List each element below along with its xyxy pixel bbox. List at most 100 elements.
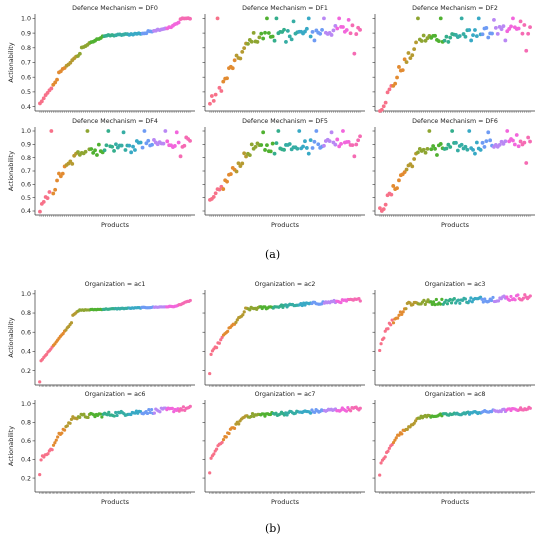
y-tick-label: 0.2	[21, 475, 31, 482]
data-point	[419, 39, 424, 43]
data-point	[327, 139, 332, 144]
data-point	[209, 94, 214, 98]
data-point	[421, 33, 426, 38]
data-point	[389, 192, 394, 197]
data-point	[513, 298, 517, 302]
data-point	[459, 16, 464, 21]
data-point	[150, 407, 154, 412]
data-point	[41, 96, 46, 101]
data-point	[344, 409, 349, 413]
data-point	[400, 68, 405, 73]
data-point	[104, 143, 109, 148]
data-point	[526, 31, 531, 36]
data-point	[490, 31, 494, 36]
data-point	[58, 174, 63, 179]
data-point	[484, 139, 489, 144]
data-point	[249, 414, 253, 419]
data-point	[106, 129, 111, 133]
data-point	[455, 148, 460, 153]
data-point	[178, 154, 183, 159]
data-point	[474, 140, 479, 145]
data-point	[82, 412, 86, 416]
data-point	[131, 144, 135, 149]
data-point	[397, 313, 401, 317]
data-point	[341, 129, 345, 133]
data-point	[39, 99, 44, 104]
chart-panel-6: Defence Mechanism = DF6 Products	[372, 118, 535, 229]
data-point	[114, 142, 118, 147]
data-point	[51, 191, 56, 196]
data-point	[378, 473, 382, 477]
data-point	[96, 142, 101, 147]
data-point	[47, 190, 52, 194]
data-point	[490, 298, 494, 303]
y-tick-label: 0.9	[21, 30, 31, 37]
data-point	[358, 406, 362, 410]
chart-panel-2: Defence Mechanism = DF1	[202, 5, 365, 113]
data-point	[470, 300, 474, 304]
chart-panel-9: Organization = ac3	[372, 281, 535, 387]
chart-title: Defence Mechanism = DF0	[72, 5, 158, 12]
data-point	[518, 139, 523, 144]
data-point	[522, 140, 527, 145]
data-point	[350, 23, 355, 28]
data-point	[285, 28, 290, 33]
data-point	[391, 321, 396, 325]
data-point	[352, 51, 357, 56]
data-point	[255, 40, 260, 44]
data-point	[391, 184, 396, 188]
data-point	[85, 129, 90, 133]
data-point	[270, 141, 275, 146]
data-point	[516, 144, 521, 149]
y-tick-label: 1.0	[21, 291, 31, 298]
data-point	[217, 187, 222, 192]
chart-title: Organization = ac6	[85, 391, 146, 398]
data-point	[77, 51, 82, 56]
data-point	[474, 34, 479, 39]
data-point	[112, 148, 116, 153]
data-point	[381, 104, 386, 109]
data-point	[492, 17, 496, 22]
chart-title: Defence Mechanism = DF2	[412, 5, 498, 12]
data-point	[163, 129, 168, 133]
data-point	[180, 408, 184, 412]
data-point	[408, 56, 413, 61]
data-point	[387, 446, 391, 450]
data-point	[333, 23, 338, 28]
data-point	[188, 16, 192, 21]
data-point	[51, 443, 56, 447]
chart-panel-5: Defence Mechanism = DF5 Products	[202, 118, 365, 229]
data-point	[140, 145, 145, 150]
data-point	[221, 438, 226, 442]
data-point	[322, 143, 326, 148]
data-point	[49, 129, 54, 133]
data-point	[39, 458, 43, 462]
data-point	[289, 37, 294, 42]
data-point	[400, 432, 404, 436]
data-point	[405, 427, 409, 431]
data-point	[241, 313, 245, 317]
data-point	[133, 148, 137, 152]
data-point	[516, 26, 521, 31]
data-point	[213, 191, 218, 196]
data-point	[452, 296, 456, 301]
data-point	[158, 410, 162, 414]
y-tick-label: 0.6	[21, 74, 31, 81]
data-point	[433, 303, 437, 307]
data-point	[346, 139, 351, 144]
data-point	[306, 16, 311, 21]
data-point	[431, 144, 436, 148]
data-point	[145, 411, 150, 416]
data-point	[402, 57, 407, 62]
data-point	[397, 65, 401, 69]
data-point	[41, 199, 46, 204]
data-point	[509, 24, 513, 29]
data-point	[263, 30, 267, 35]
data-point	[240, 161, 245, 166]
data-point	[123, 148, 128, 152]
data-point	[221, 79, 226, 84]
data-point	[234, 169, 239, 174]
data-point	[511, 16, 515, 21]
data-point	[234, 320, 238, 324]
data-point	[228, 172, 233, 176]
